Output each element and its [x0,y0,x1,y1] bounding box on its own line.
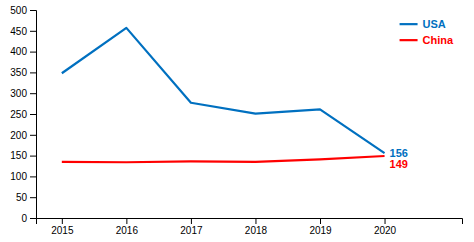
x-tick-mark [385,218,386,224]
legend: USA China [400,18,454,46]
y-tick-label: 300 [10,88,27,99]
y-tick: 0 [21,213,36,224]
y-tick: 300 [10,88,36,99]
line [62,156,385,162]
y-tick-label: 100 [10,171,27,182]
annotations: 156149 [390,147,408,170]
y-tick-label: 250 [10,109,27,120]
y-axis: 0 50 100 150 200 250 300 350 400 450 500 [10,5,36,224]
legend-item: China [400,34,454,46]
x-tick-label: 2017 [180,225,203,236]
y-tick: 250 [10,109,36,120]
plot: 2015 2016 2017 2018 2019 2020 0 50 100 150 200 250 3… [10,5,462,236]
y-tick: 50 [16,192,36,203]
y-tick-label: 0 [21,213,27,224]
y-tick-label: 50 [16,192,28,203]
x-tick-label: 2019 [309,225,332,236]
y-tick-mark [30,135,36,136]
y-tick-label: 400 [10,46,27,57]
y-tick: 400 [10,46,36,57]
y-tick: 500 [10,5,36,16]
y-tick-mark [30,218,36,219]
legend-label: USA [423,18,446,30]
x-tick: 2015 [51,218,74,236]
y-tick-label: 200 [10,130,27,141]
y-tick-mark [30,72,36,73]
line [62,28,385,153]
legend-item: USA [400,18,446,30]
y-tick: 100 [10,171,36,182]
y-tick-label: 500 [10,5,27,16]
y-tick-mark [30,93,36,94]
y-tick: 450 [10,26,36,37]
lines [62,28,385,162]
y-tick-mark [30,114,36,115]
x-tick-mark [62,218,63,224]
x-tick: 2018 [245,218,268,236]
x-tick: 2019 [309,218,332,236]
y-tick: 350 [10,67,36,78]
y-tick-mark [30,31,36,32]
y-tick-label: 150 [10,150,27,161]
x-tick-label: 2018 [245,225,268,236]
annotation: 149 [390,158,408,170]
y-tick: 150 [10,150,36,161]
y-tick-label: 350 [10,67,27,78]
x-tick: 2020 [374,218,397,236]
chart: 2015 2016 2017 2018 2019 2020 0 50 100 150 200 250 3… [0,0,474,242]
x-tick-mark [320,218,321,224]
y-tick-mark [30,156,36,157]
y-tick-mark [30,176,36,177]
y-tick-mark [30,197,36,198]
x-axis: 2015 2016 2017 2018 2019 2020 [37,218,463,236]
y-tick: 200 [10,130,36,141]
x-tick: 2016 [116,218,139,236]
x-axis-line [37,219,463,225]
x-tick-mark [126,218,127,224]
y-axis-line [30,11,37,219]
y-tick-label: 450 [10,26,27,37]
y-tick-mark [30,52,36,53]
x-tick-label: 2016 [116,225,139,236]
x-tick-label: 2020 [374,225,397,236]
legend-swatch [400,39,418,41]
x-tick-label: 2015 [51,225,74,236]
legend-label: China [423,34,454,46]
y-tick-mark [30,10,36,11]
x-tick-mark [191,218,192,224]
legend-swatch [400,23,418,25]
x-tick: 2017 [180,218,203,236]
x-tick-mark [255,218,256,224]
